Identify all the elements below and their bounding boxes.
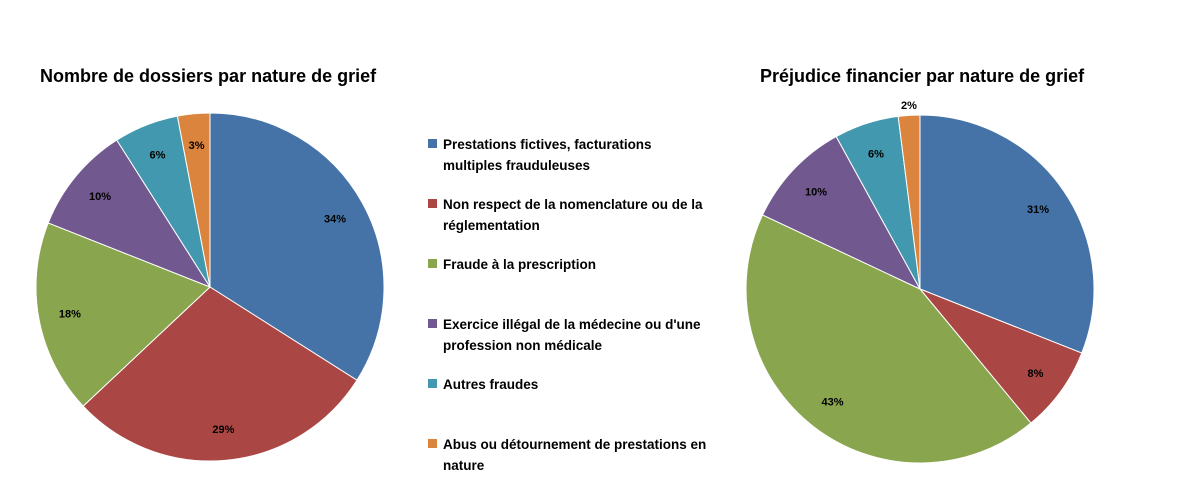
slice-abus-detournement [176,112,211,288]
slice-label: 34% [324,213,346,225]
slice-prestations-fictives [209,112,385,381]
slice-exercice-illegal [761,135,922,291]
slice-abus-detournement [897,114,921,290]
legend-item-nomenclature: Non respect de la nomenclature ou de la … [428,194,748,236]
chart-title-dossiers: Nombre de dossiers par nature de grief [40,66,377,86]
slice-exercice-illegal [47,139,212,289]
slice-label: 10% [89,191,111,203]
legend-item-prestations-fictives: Prestations fictives, facturations multi… [428,134,748,176]
legend-label: Non respect de la nomenclature ou de la … [443,197,703,233]
slice-label: 6% [150,149,166,161]
legend-item-exercice-illegal: Exercice illégal de la médecine ou d'une… [428,314,748,356]
legend-label: Autres fraudes [443,377,539,392]
legend-swatch [428,319,437,328]
legend-label: Exercice illégal de la médecine ou d'une… [443,317,701,353]
slice-label: 3% [189,140,205,152]
slice-label: 31% [1027,204,1049,216]
slice-label: 18% [59,309,81,321]
legend-item-abus-detournement: Abus ou détournement de prestations en n… [428,434,748,476]
slice-label: 2% [901,100,917,112]
legend-swatch [428,379,437,388]
legend-label: Abus ou détournement de prestations en n… [443,437,707,473]
legend-swatch [428,439,437,448]
legend-swatch [428,259,437,268]
legend-label: Fraude à la prescription [443,257,597,272]
legend-label: Prestations fictives, facturations multi… [443,137,652,173]
chart-title-prejudice: Préjudice financier par nature de grief [760,66,1085,86]
slice-fraude-prescription [35,222,211,407]
slice-label: 10% [805,186,827,198]
slice-label: 29% [212,424,234,436]
legend-item-autres-fraudes: Autres fraudes [428,374,748,395]
slice-prestations-fictives [919,114,1095,354]
slice-fraude-prescription [745,214,1032,464]
legend-swatch [428,199,437,208]
slice-label: 43% [822,397,844,409]
slice-nomenclature [82,286,358,462]
slice-label: 8% [1027,368,1043,380]
slice-label: 6% [868,148,884,160]
legend-item-fraude-prescription: Fraude à la prescription [428,254,748,275]
legend-swatch [428,139,437,148]
